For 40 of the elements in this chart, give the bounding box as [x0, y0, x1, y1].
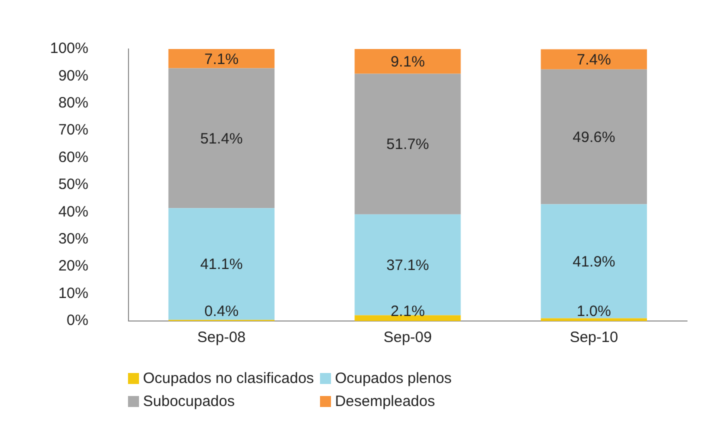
bar: [168, 68, 275, 208]
y-tick-label: 40%: [58, 203, 88, 220]
data-label: 51.7%: [386, 136, 429, 154]
y-tick-label: 0%: [66, 312, 88, 330]
bar: [354, 315, 461, 321]
y-tick-label: 10%: [58, 284, 88, 302]
bar: [540, 204, 647, 318]
data-label: 41.9%: [572, 253, 616, 270]
data-label: 51.4%: [200, 130, 243, 148]
data-label: 0.4%: [204, 303, 239, 320]
bar: [168, 208, 275, 320]
y-tick-label: 60%: [58, 148, 88, 166]
data-label: 7.1%: [204, 50, 239, 68]
y-tick-label: 90%: [58, 67, 88, 84]
data-label: 37.1%: [386, 256, 429, 274]
x-tick-label: Sep-10: [570, 329, 618, 346]
legend-label: Desempleados: [334, 393, 435, 410]
y-tick-label: 100%: [50, 40, 88, 58]
bar: [540, 318, 647, 321]
y-tick-label: 50%: [58, 176, 88, 194]
y-tick-label: 30%: [58, 230, 88, 248]
y-tick-label: 70%: [58, 122, 88, 139]
data-label: 41.1%: [200, 256, 243, 274]
data-label: 1.0%: [576, 303, 611, 320]
bar: [354, 49, 461, 74]
legend-label: Ocupados plenos: [334, 370, 452, 387]
data-label: 7.4%: [576, 51, 611, 68]
bar: [540, 69, 647, 204]
data-label: 9.1%: [390, 54, 425, 71]
bar: [354, 74, 461, 214]
x-tick-label: Sep-09: [383, 329, 432, 346]
bar: [354, 214, 461, 316]
y-tick-label: 80%: [58, 94, 88, 112]
legend-label: Subocupados: [143, 393, 235, 410]
x-tick-label: Sep-08: [197, 329, 246, 346]
y-tick-label: 20%: [58, 258, 88, 275]
data-label: 49.6%: [572, 128, 616, 146]
bar: [168, 49, 275, 68]
bar: [540, 49, 647, 70]
legend-label: Ocupados no clasificados: [143, 370, 314, 387]
